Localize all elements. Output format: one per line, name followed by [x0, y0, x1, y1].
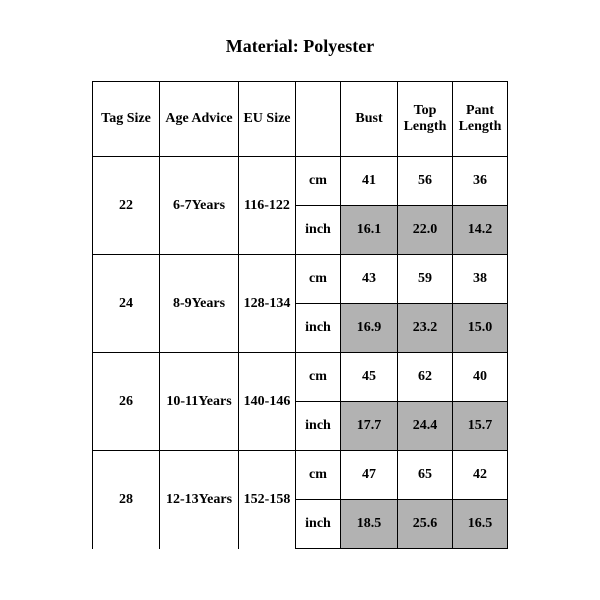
- cell-top: 59: [398, 255, 453, 304]
- cell-unit: inch: [296, 304, 341, 353]
- page-title: Material: Polyester: [0, 0, 600, 81]
- cell-top: 56: [398, 157, 453, 206]
- cell-top: 65: [398, 451, 453, 500]
- cell-bust: 16.9: [341, 304, 398, 353]
- col-age: Age Advice: [160, 82, 239, 157]
- cell-tag: 28: [93, 451, 160, 549]
- cell-eu: 128-134: [239, 255, 296, 353]
- cell-age: 8-9Years: [160, 255, 239, 353]
- cell-eu: 116-122: [239, 157, 296, 255]
- cell-pant: 14.2: [453, 206, 508, 255]
- col-unit: [296, 82, 341, 157]
- cell-top: 24.4: [398, 402, 453, 451]
- cell-pant: 38: [453, 255, 508, 304]
- col-top: Top Length: [398, 82, 453, 157]
- cell-eu: 140-146: [239, 353, 296, 451]
- cell-tag: 22: [93, 157, 160, 255]
- table-row: 24 8-9Years 128-134 cm 43 59 38: [93, 255, 508, 304]
- table-row: 26 10-11Years 140-146 cm 45 62 40: [93, 353, 508, 402]
- cell-pant: 15.7: [453, 402, 508, 451]
- cell-tag: 24: [93, 255, 160, 353]
- cell-bust: 45: [341, 353, 398, 402]
- size-table: Tag Size Age Advice EU Size Bust Top Len…: [92, 81, 508, 549]
- col-eu: EU Size: [239, 82, 296, 157]
- cell-pant: 40: [453, 353, 508, 402]
- cell-top: 25.6: [398, 500, 453, 549]
- cell-unit: cm: [296, 255, 341, 304]
- cell-tag: 26: [93, 353, 160, 451]
- cell-pant: 16.5: [453, 500, 508, 549]
- cell-bust: 47: [341, 451, 398, 500]
- col-bust: Bust: [341, 82, 398, 157]
- cell-eu: 152-158: [239, 451, 296, 549]
- cell-pant: 36: [453, 157, 508, 206]
- cell-top: 62: [398, 353, 453, 402]
- cell-pant: 42: [453, 451, 508, 500]
- cell-bust: 16.1: [341, 206, 398, 255]
- table-header-row: Tag Size Age Advice EU Size Bust Top Len…: [93, 82, 508, 157]
- cell-unit: cm: [296, 353, 341, 402]
- cell-unit: cm: [296, 451, 341, 500]
- cell-unit: inch: [296, 402, 341, 451]
- cell-top: 23.2: [398, 304, 453, 353]
- cell-bust: 43: [341, 255, 398, 304]
- cell-bust: 18.5: [341, 500, 398, 549]
- cell-pant: 15.0: [453, 304, 508, 353]
- cell-age: 10-11Years: [160, 353, 239, 451]
- table-row: 28 12-13Years 152-158 cm 47 65 42: [93, 451, 508, 500]
- cell-unit: cm: [296, 157, 341, 206]
- cell-unit: inch: [296, 500, 341, 549]
- col-tag: Tag Size: [93, 82, 160, 157]
- cell-top: 22.0: [398, 206, 453, 255]
- cell-unit: inch: [296, 206, 341, 255]
- cell-bust: 41: [341, 157, 398, 206]
- table-row: 22 6-7Years 116-122 cm 41 56 36: [93, 157, 508, 206]
- cell-age: 6-7Years: [160, 157, 239, 255]
- cell-age: 12-13Years: [160, 451, 239, 549]
- col-pant: Pant Length: [453, 82, 508, 157]
- cell-bust: 17.7: [341, 402, 398, 451]
